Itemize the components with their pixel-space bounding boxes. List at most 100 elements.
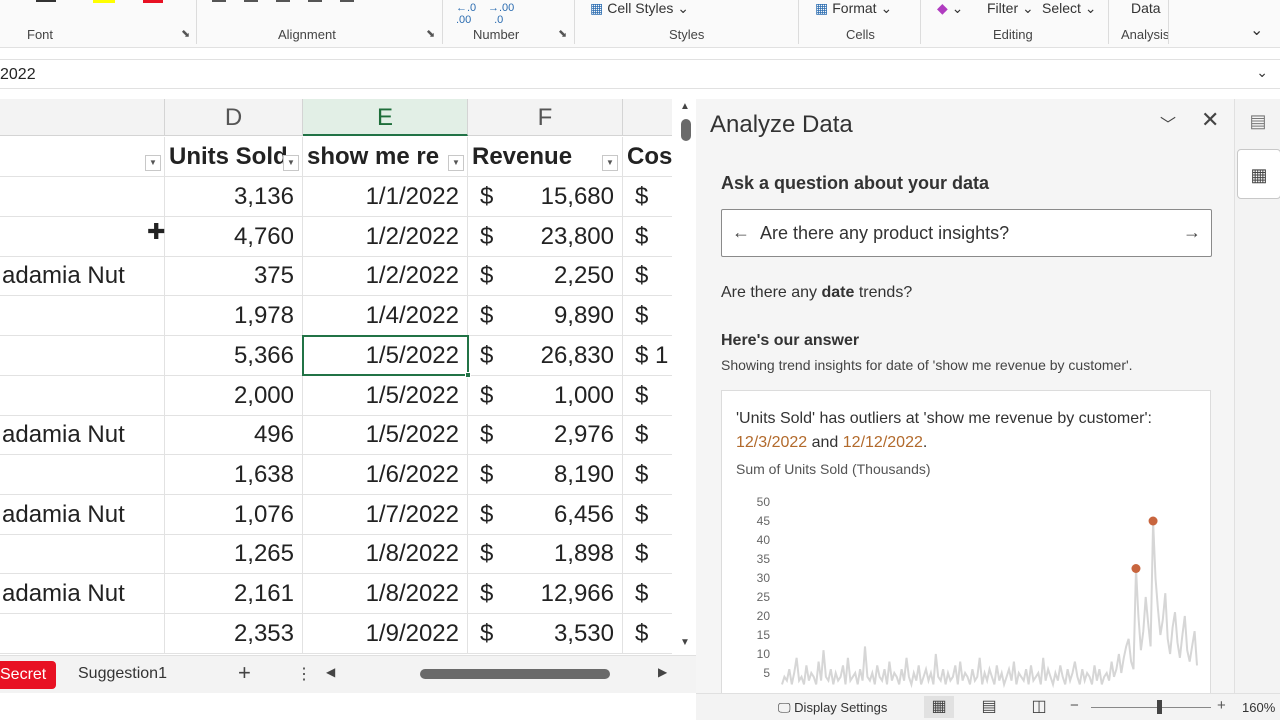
- table-cell-f[interactable]: 2,976: [508, 415, 623, 456]
- table-cell-d[interactable]: 375: [165, 256, 303, 297]
- table-cell-d[interactable]: 1,638: [165, 454, 303, 495]
- question-input[interactable]: [760, 218, 1170, 248]
- vertical-scroll-thumb[interactable]: [681, 119, 691, 141]
- table-cell-c[interactable]: adamia Nut: [0, 415, 165, 456]
- column-header-f[interactable]: F: [468, 99, 623, 136]
- pane-options-chevron-icon[interactable]: ﹀: [1160, 117, 1177, 134]
- table-cell-cur[interactable]: $: [468, 534, 508, 575]
- table-header-cell-units[interactable]: Units Sold: [165, 137, 303, 177]
- table-cell-g[interactable]: $: [623, 177, 672, 217]
- worksheet-grid[interactable]: D E F ▼ Units Sold ▼ show me re ▼ Revenu…: [0, 99, 672, 655]
- decrease-decimal-icon[interactable]: ←.0.00: [456, 2, 477, 26]
- table-cell-f[interactable]: 23,800: [508, 216, 623, 257]
- table-cell-f[interactable]: 1,000: [508, 375, 623, 416]
- add-sheet-button[interactable]: +: [238, 660, 251, 685]
- table-cell-g[interactable]: $: [623, 256, 672, 297]
- outlier-point[interactable]: [1131, 564, 1141, 573]
- alignment-launcher-icon[interactable]: ⬊: [426, 28, 436, 40]
- table-cell-e[interactable]: 1/5/2022: [303, 375, 468, 416]
- table-cell-d[interactable]: 3,136: [165, 177, 303, 217]
- zoom-slider-thumb[interactable]: [1157, 700, 1162, 714]
- table-cell-g[interactable]: $: [623, 614, 672, 654]
- table-cell-c[interactable]: [0, 613, 165, 654]
- table-cell-c[interactable]: [0, 454, 165, 495]
- table-header-cell-revenue[interactable]: Revenue: [468, 137, 623, 177]
- table-cell-cur[interactable]: $: [468, 376, 508, 416]
- table-cell-cur[interactable]: $: [468, 495, 508, 535]
- table-cell-f[interactable]: 8,190: [508, 454, 623, 495]
- borders-icon[interactable]: [36, 0, 56, 2]
- back-arrow-icon[interactable]: ←: [732, 222, 750, 242]
- scroll-right-icon[interactable]: ▶: [658, 665, 668, 679]
- font-color-swatch[interactable]: [143, 0, 163, 3]
- display-settings-button[interactable]: 🖵 Display Settings: [778, 700, 887, 716]
- table-cell-d[interactable]: 2,161: [165, 574, 303, 614]
- table-cell-f[interactable]: 1,898: [508, 534, 623, 575]
- highlight-color-swatch[interactable]: [93, 0, 115, 3]
- filter-dropdown-icon[interactable]: ▼: [448, 155, 464, 171]
- zoom-out-icon[interactable]: −: [1070, 697, 1079, 714]
- zoom-slider[interactable]: [1091, 707, 1211, 708]
- table-cell-e[interactable]: 1/6/2022: [303, 454, 468, 495]
- table-cell-e[interactable]: 1/8/2022: [303, 534, 468, 575]
- analyze-data-icon[interactable]: ▦: [1237, 149, 1280, 199]
- filter-dropdown-icon[interactable]: ▼: [145, 155, 161, 171]
- table-cell-e[interactable]: 1/4/2022: [303, 296, 468, 337]
- table-cell-f[interactable]: 12,966: [508, 574, 623, 614]
- question-box[interactable]: ← →: [721, 209, 1212, 257]
- table-cell-c[interactable]: adamia Nut: [0, 256, 165, 297]
- column-header-e[interactable]: E: [303, 99, 468, 136]
- zoom-level[interactable]: 160%: [1242, 700, 1276, 715]
- table-cell-e[interactable]: 1/8/2022: [303, 574, 468, 614]
- table-cell-e[interactable]: 1/7/2022: [303, 494, 468, 535]
- table-cell-cur[interactable]: $: [468, 336, 508, 376]
- table-cell-cur[interactable]: $: [468, 296, 508, 337]
- table-cell-cur[interactable]: $: [468, 256, 508, 297]
- table-cell-f[interactable]: 3,530: [508, 613, 623, 654]
- outlier-point[interactable]: [1148, 516, 1158, 526]
- table-cell-d[interactable]: 496: [165, 415, 303, 456]
- sheet-more-button[interactable]: ⋮: [296, 666, 312, 683]
- table-cell-cur[interactable]: $: [468, 217, 508, 257]
- formula-bar-value[interactable]: 2022: [0, 66, 36, 83]
- normal-view-icon[interactable]: ▦: [924, 696, 954, 718]
- table-cell-g[interactable]: $: [623, 217, 672, 257]
- table-cell-e[interactable]: 1/1/2022: [303, 177, 468, 217]
- table-cell-g[interactable]: $: [623, 415, 672, 456]
- table-header-cell-date[interactable]: show me re: [303, 137, 468, 177]
- table-cell-g[interactable]: $ 1: [623, 336, 672, 376]
- scroll-down-icon[interactable]: ▼: [680, 637, 690, 648]
- table-cell-d[interactable]: 5,366: [165, 335, 303, 376]
- cell-styles-button[interactable]: ▦ Cell Styles ⌄: [590, 0, 689, 16]
- fill-handle[interactable]: [465, 372, 471, 378]
- table-cell-g[interactable]: $: [623, 534, 672, 575]
- table-cell-g[interactable]: $: [623, 495, 672, 535]
- table-cell-e[interactable]: 1/5/2022: [303, 335, 468, 376]
- table-header-cell-c[interactable]: [0, 137, 165, 177]
- table-cell-d[interactable]: 2,000: [165, 375, 303, 416]
- table-cell-f[interactable]: 9,890: [508, 296, 623, 337]
- zoom-in-icon[interactable]: +: [1217, 697, 1226, 714]
- document-icon[interactable]: ▤: [1249, 111, 1267, 131]
- table-cell-d[interactable]: 1,076: [165, 494, 303, 535]
- filter-button[interactable]: Filter ⌄: [987, 0, 1034, 16]
- submit-arrow-icon[interactable]: →: [1183, 222, 1201, 242]
- sheet-tab-secret[interactable]: Secret: [0, 661, 56, 689]
- table-cell-f[interactable]: 26,830: [508, 335, 623, 376]
- page-layout-view-icon[interactable]: ▤: [981, 698, 997, 715]
- table-cell-e[interactable]: 1/2/2022: [303, 216, 468, 257]
- font-launcher-icon[interactable]: ⬊: [181, 28, 191, 40]
- table-cell-d[interactable]: 4,760: [165, 216, 303, 257]
- table-cell-f[interactable]: 15,680: [508, 177, 623, 217]
- table-cell-g[interactable]: $: [623, 376, 672, 416]
- table-cell-cur[interactable]: $: [468, 415, 508, 456]
- table-cell-c[interactable]: adamia Nut: [0, 494, 165, 535]
- format-button[interactable]: ▦ Format ⌄: [815, 0, 893, 16]
- table-cell-d[interactable]: 1,978: [165, 296, 303, 337]
- table-cell-g[interactable]: $: [623, 574, 672, 614]
- align-icons[interactable]: [212, 0, 362, 2]
- table-header-cell-cost[interactable]: Cos: [623, 137, 672, 177]
- table-cell-c[interactable]: [0, 335, 165, 376]
- table-cell-e[interactable]: 1/9/2022: [303, 613, 468, 654]
- sheet-tab-suggestion1[interactable]: Suggestion1: [78, 665, 167, 682]
